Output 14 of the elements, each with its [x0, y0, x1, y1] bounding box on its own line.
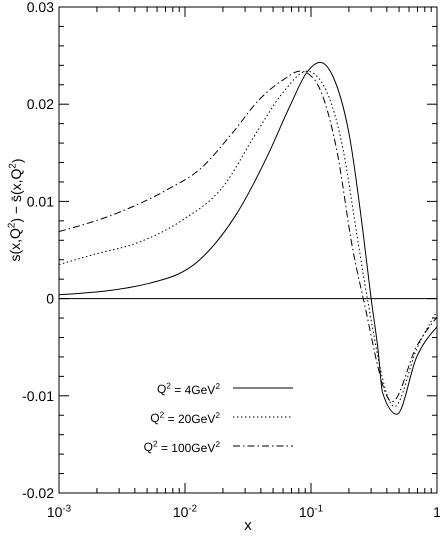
y-tick-label: 0.01	[26, 193, 54, 210]
x-tick-label: 10$^{-1}$	[298, 504, 324, 520]
y-tick-label: 0.02	[26, 96, 54, 112]
x-axis-title: x	[244, 517, 252, 534]
x-tick-label: 10$^{-3}$	[46, 504, 72, 520]
x-tick-label: 1	[433, 504, 440, 520]
y-tick-label: 0.03	[26, 0, 54, 15]
legend-label: Q$^{2}$ = 4GeV$^{2}$	[156, 380, 220, 397]
x-tick-label: 10$^{-2}$	[172, 504, 198, 520]
y-tick-label: -0.02	[22, 485, 54, 501]
y-tick-label: 0	[46, 290, 54, 307]
legend-label: Q$^{2}$ = 20GeV$^{2}$	[150, 409, 220, 426]
y-tick-label: -0.01	[22, 388, 54, 404]
legend-label: Q$^{2}$ = 100GeV$^{2}$	[144, 438, 220, 455]
